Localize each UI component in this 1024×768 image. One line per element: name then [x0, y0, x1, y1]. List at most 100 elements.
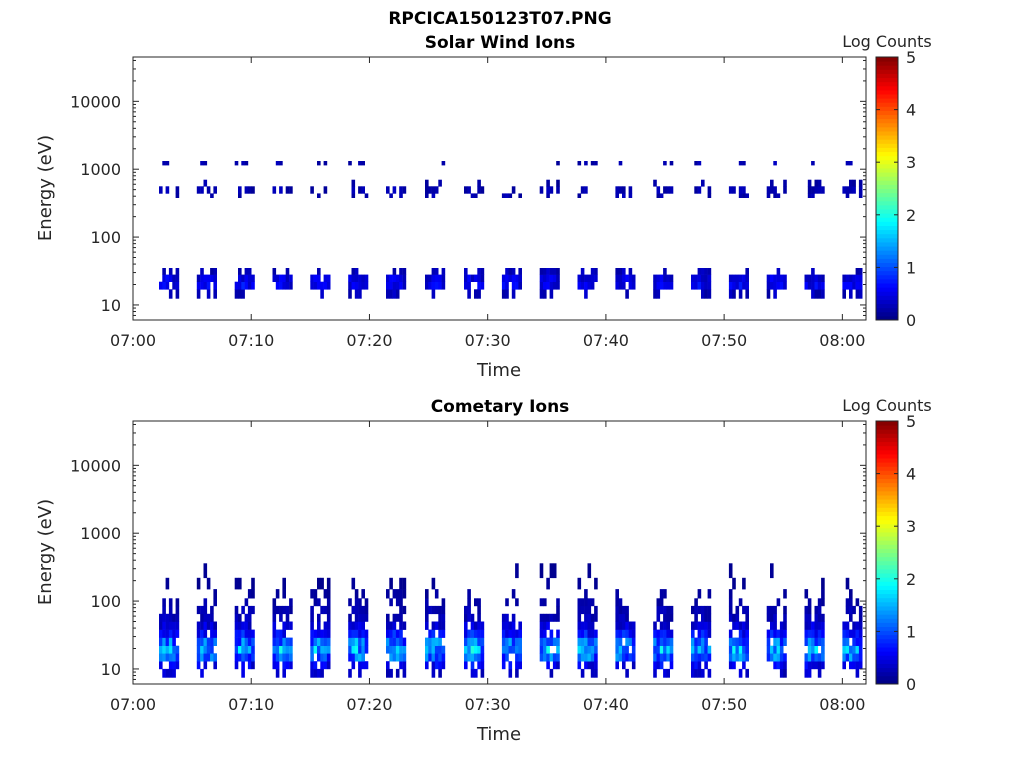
spectrogram-cell: [656, 281, 661, 290]
spectrogram-cell: [552, 637, 557, 646]
spectrogram-cell: [704, 268, 708, 275]
spectrogram-cell: [438, 629, 442, 638]
colorbar-segment: [876, 213, 898, 218]
spectrogram-cell: [200, 281, 204, 290]
spectrogram-cell: [858, 274, 863, 282]
spectrogram-cell: [776, 598, 781, 607]
spectrogram-cell: [783, 613, 787, 622]
spectrogram-cell: [773, 629, 777, 638]
spectrogram-cell: [511, 289, 516, 299]
colorbar-segment: [876, 519, 898, 525]
spectrogram-cell: [659, 605, 664, 615]
spectrogram-cell: [431, 577, 436, 590]
spectrogram-cell: [584, 589, 588, 599]
spectrogram-cell: [546, 645, 550, 654]
spectrogram-cell: [425, 645, 429, 654]
spectrogram-cell: [244, 645, 249, 654]
spectrogram-cell: [282, 629, 286, 638]
spectrogram-cell: [618, 598, 623, 607]
colorbar-segment: [876, 89, 898, 95]
spectrogram-cell: [625, 629, 629, 638]
spectrogram-cell: [852, 281, 856, 290]
spectrogram-cell: [549, 668, 554, 678]
spectrogram-cell: [364, 661, 369, 670]
spectrogram-cells: [159, 161, 863, 299]
spectrogram-cell: [821, 589, 825, 599]
spectrogram-cell: [464, 605, 468, 615]
spectrogram-cell: [543, 598, 547, 607]
spectrogram-cell: [351, 268, 356, 275]
spectrogram-cell: [738, 653, 743, 662]
spectrogram-cell: [770, 629, 774, 638]
spectrogram-cell: [480, 629, 485, 638]
spectrogram-cell: [206, 637, 211, 646]
spectrogram-cell: [172, 281, 176, 290]
spectrogram-cell: [745, 193, 749, 198]
spectrogram-cell: [289, 598, 293, 607]
spectrogram-cell: [389, 645, 393, 654]
spectrogram-cell: [323, 281, 328, 290]
colorbar-segment: [876, 581, 898, 586]
colorbar-tick-label: 0: [906, 675, 916, 694]
spectrogram-cell: [251, 661, 255, 670]
spectrogram-cell: [441, 645, 446, 654]
spectrogram-cell: [701, 605, 705, 615]
spectrogram-cell: [584, 613, 588, 622]
spectrogram-cell: [704, 274, 708, 282]
spectrogram-cell: [165, 161, 170, 166]
spectrogram-cell: [348, 289, 352, 299]
spectrogram-cell: [697, 186, 702, 194]
colorbar-segment: [876, 540, 898, 545]
colorbar-segment: [876, 110, 898, 116]
spectrogram-cell: [539, 268, 544, 275]
x-tick-label: 07:50: [701, 331, 747, 350]
spectrogram-cell: [546, 621, 550, 630]
spectrogram-cell: [707, 653, 712, 662]
spectrogram-cell: [849, 289, 853, 299]
spectrogram-cell: [289, 281, 293, 290]
spectrogram-cell: [247, 645, 252, 654]
colorbar-tick-label: 4: [906, 101, 916, 120]
spectrogram-cell: [247, 605, 252, 615]
spectrogram-cell: [361, 629, 365, 638]
spectrogram-cell: [701, 289, 705, 299]
colorbar-segment: [876, 462, 898, 467]
spectrogram-cell: [701, 637, 705, 646]
spectrogram-cell: [628, 274, 633, 282]
spectrogram-cell: [704, 613, 708, 622]
spectrogram-cell: [811, 281, 815, 290]
spectrogram-cell: [234, 161, 239, 166]
spectrogram-cell: [845, 274, 850, 282]
spectrogram-cell: [814, 653, 819, 662]
spectrogram-cell: [196, 281, 201, 290]
spectrogram-cell: [203, 598, 208, 607]
spectrogram-cell: [653, 668, 657, 678]
colorbar-frame: [875, 420, 899, 685]
colorbar-segment: [876, 274, 898, 280]
spectrogram-cell: [438, 274, 442, 282]
spectrogram-cell: [477, 613, 481, 622]
colorbar-tick-label: 4: [906, 465, 916, 484]
spectrogram-cell: [196, 645, 201, 654]
spectrogram-cell: [505, 281, 509, 290]
spectrogram-cell: [694, 186, 698, 194]
spectrogram-cell: [732, 637, 736, 646]
spectrogram-cell: [399, 274, 403, 282]
spectrogram-cell: [625, 668, 629, 678]
spectrogram-cell: [196, 637, 201, 646]
spectrogram-cell: [587, 661, 592, 670]
spectrogram-cell: [691, 668, 695, 678]
spectrogram-cell: [162, 605, 166, 615]
spectrogram-cell: [666, 605, 670, 615]
spectrogram-cell: [615, 613, 619, 622]
spectrogram-cell: [618, 621, 623, 630]
spectrogram-cell: [467, 589, 471, 599]
spectrogram-cell: [351, 629, 356, 638]
spectrogram-cell: [431, 621, 436, 630]
spectrogram-cell: [203, 281, 208, 290]
spectrogram-cell: [615, 645, 619, 654]
spectrogram-cell: [817, 186, 822, 194]
spectrogram-cell: [773, 637, 777, 646]
spectrogram-cell: [618, 629, 623, 638]
spectrogram-cell: [275, 161, 280, 166]
